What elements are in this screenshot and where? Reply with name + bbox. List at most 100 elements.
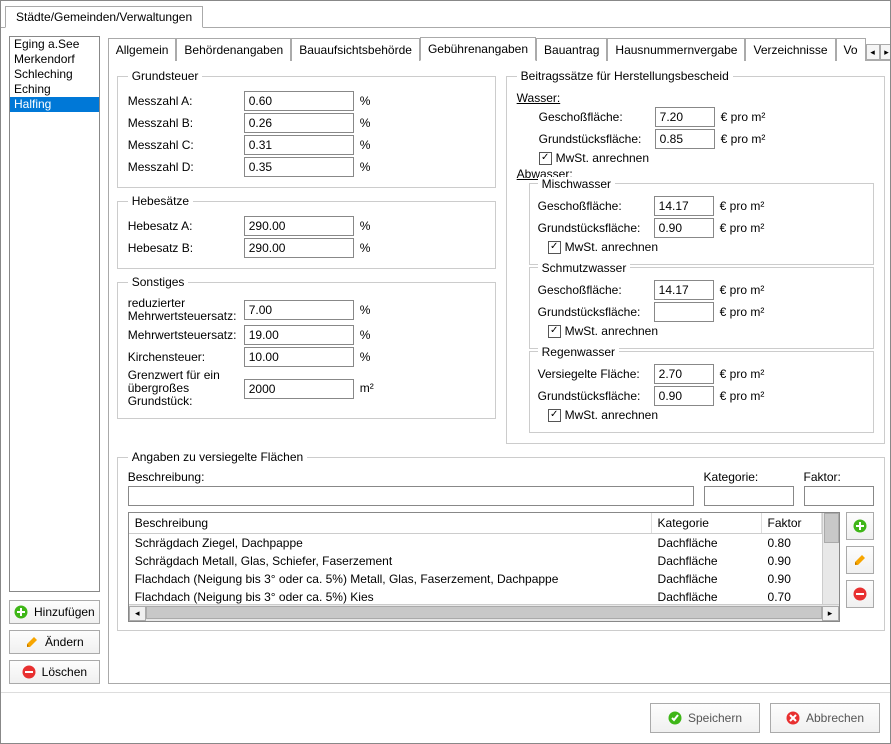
inner-tab[interactable]: Bauaufsichtsbehörde [291, 38, 420, 61]
label-beschreibung: Beschreibung: [128, 470, 694, 484]
wasser-mwst-check[interactable]: ✓ MwSt. anrechnen [539, 151, 874, 165]
field-unit: % [360, 241, 371, 255]
field-input[interactable] [654, 196, 714, 216]
field-unit: € pro m² [720, 305, 765, 319]
table-row[interactable]: Flachdach (Neigung bis 3° oder ca. 5%) K… [129, 588, 822, 604]
hscroll-thumb[interactable] [146, 606, 822, 619]
inner-tab[interactable]: Verzeichnisse [745, 38, 835, 61]
edit-button[interactable]: Ändern [9, 630, 100, 654]
outer-tab-cities[interactable]: Städte/Gemeinden/Verwaltungen [5, 6, 203, 28]
unit-red-mwst: % [360, 303, 371, 317]
list-item[interactable]: Eging a.See [10, 37, 99, 52]
field-row: Geschoßfläche:€ pro m² [539, 107, 874, 127]
sonstiges-legend: Sonstiges [128, 275, 189, 289]
field-label: Hebesatz B: [128, 241, 238, 255]
input-kirchen[interactable] [244, 347, 354, 367]
label-faktor: Faktor: [804, 470, 874, 484]
field-label: Geschoßfläche: [538, 283, 648, 297]
right-fields-column: Beitragssätze für Herstellungsbescheid W… [506, 69, 885, 444]
list-item[interactable]: Schleching [10, 67, 99, 82]
x-circle-icon [786, 711, 800, 725]
inner-tab[interactable]: Vo [836, 38, 866, 61]
check-icon: ✓ [539, 152, 552, 165]
table-add-button[interactable] [846, 512, 874, 540]
field-input[interactable] [244, 135, 354, 155]
field-row: Geschoßfläche:€ pro m² [538, 196, 865, 216]
angaben-legend: Angaben zu versiegelte Flächen [128, 450, 307, 464]
input-beschreibung[interactable] [128, 486, 694, 506]
cell-kategorie: Dachfläche [652, 588, 762, 604]
field-input[interactable] [244, 113, 354, 133]
regen-mwst-check[interactable]: ✓ MwSt. anrechnen [548, 408, 865, 422]
field-unit: % [360, 116, 371, 130]
unit-grenzwert: m² [360, 381, 374, 395]
save-button[interactable]: Speichern [650, 703, 760, 733]
input-grenzwert[interactable] [244, 379, 354, 399]
table-row[interactable]: Flachdach (Neigung bis 3° oder ca. 5%) M… [129, 570, 822, 588]
tab-scroll-left[interactable]: ◂ [866, 44, 880, 60]
table-body: Schrägdach Ziegel, DachpappeDachfläche0.… [129, 534, 822, 604]
table-row[interactable]: Schrägdach Metall, Glas, Schiefer, Faser… [129, 552, 822, 570]
table-delete-button[interactable] [846, 580, 874, 608]
field-input[interactable] [654, 280, 714, 300]
main-window: Städte/Gemeinden/Verwaltungen Eging a.Se… [0, 0, 891, 744]
tab-scroll-right[interactable]: ▸ [880, 44, 890, 60]
cell-kategorie: Dachfläche [652, 570, 762, 588]
surfaces-table[interactable]: Beschreibung Kategorie Faktor Schrägdach… [128, 512, 840, 622]
field-input[interactable] [654, 386, 714, 406]
inner-tab[interactable]: Allgemein [108, 38, 177, 61]
schmutzwasser-legend: Schmutzwasser [538, 261, 631, 275]
field-label: Versiegelte Fläche: [538, 367, 648, 381]
plus-icon [14, 605, 28, 619]
scroll-thumb[interactable] [824, 513, 839, 543]
list-item[interactable]: Eching [10, 82, 99, 97]
input-mwst[interactable] [244, 325, 354, 345]
tab-scroll: ◂ ▸ [866, 44, 890, 60]
table-row[interactable]: Schrägdach Ziegel, DachpappeDachfläche0.… [129, 534, 822, 552]
field-label: Geschoßfläche: [538, 199, 648, 213]
label-kirchen: Kirchensteuer: [128, 350, 238, 364]
label-red-mwst: reduzierter Mehrwertsteuersatz: [128, 297, 238, 323]
field-input[interactable] [655, 129, 715, 149]
field-input[interactable] [654, 302, 714, 322]
field-row: Grundstücksfläche:€ pro m² [538, 218, 865, 238]
field-row: Messzahl A:% [128, 91, 485, 111]
field-unit: € pro m² [720, 389, 765, 403]
scroll-left-icon[interactable]: ◂ [129, 606, 146, 621]
list-item[interactable]: Merkendorf [10, 52, 99, 67]
label-grenzwert: Grenzwert für ein übergroßes Grundstück: [128, 369, 238, 408]
field-input[interactable] [244, 157, 354, 177]
field-input[interactable] [654, 364, 714, 384]
field-input[interactable] [244, 238, 354, 258]
schmutz-mwst-check[interactable]: ✓ MwSt. anrechnen [548, 324, 865, 338]
th-faktor: Faktor [762, 513, 822, 533]
scroll-right-icon[interactable]: ▸ [822, 606, 839, 621]
table-edit-button[interactable] [846, 546, 874, 574]
horizontal-scrollbar[interactable]: ◂ ▸ [129, 604, 839, 621]
input-kategorie[interactable] [704, 486, 794, 506]
field-unit: € pro m² [720, 283, 765, 297]
field-input[interactable] [655, 107, 715, 127]
inner-tab[interactable]: Gebührenangaben [420, 37, 536, 61]
inner-tab[interactable]: Hausnummernvergabe [607, 38, 745, 61]
delete-button[interactable]: Löschen [9, 660, 100, 684]
field-row: Geschoßfläche: € pro m² [538, 280, 865, 300]
inner-tab[interactable]: Bauantrag [536, 38, 607, 61]
input-red-mwst[interactable] [244, 300, 354, 320]
left-column: Eging a.SeeMerkendorfSchlechingEchingHal… [9, 36, 100, 684]
field-input[interactable] [244, 91, 354, 111]
add-button[interactable]: Hinzufügen [9, 600, 100, 624]
vertical-scrollbar[interactable] [822, 513, 839, 604]
field-label: Messzahl D: [128, 160, 238, 174]
field-label: Hebesatz A: [128, 219, 238, 233]
list-item[interactable]: Halfing [10, 97, 99, 112]
field-label: Grundstücksfläche: [538, 389, 648, 403]
field-input[interactable] [244, 216, 354, 236]
inner-tab[interactable]: Behördenangaben [176, 38, 291, 61]
input-faktor[interactable] [804, 486, 874, 506]
city-listbox[interactable]: Eging a.SeeMerkendorfSchlechingEchingHal… [9, 36, 100, 592]
wasser-mwst-label: MwSt. anrechnen [556, 151, 649, 165]
cancel-button[interactable]: Abbrechen [770, 703, 880, 733]
misch-mwst-check[interactable]: ✓ MwSt. anrechnen [548, 240, 865, 254]
field-input[interactable] [654, 218, 714, 238]
